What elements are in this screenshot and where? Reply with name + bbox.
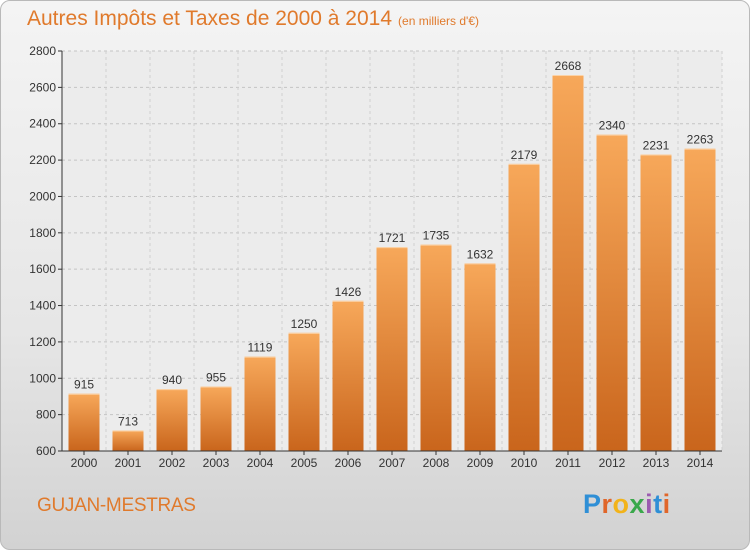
x-tick-label: 2010 <box>511 456 538 470</box>
chart-subtitle: (en milliers d'€) <box>398 14 480 28</box>
logo-letter: o <box>612 489 630 519</box>
x-tick-label: 2013 <box>643 456 670 470</box>
y-tick-label: 2000 <box>29 189 56 203</box>
bar <box>596 134 628 452</box>
x-tick-label: 2000 <box>71 456 98 470</box>
y-tick-label: 2800 <box>29 44 56 58</box>
data-label: 1632 <box>467 247 494 261</box>
x-tick-label: 2014 <box>687 456 714 470</box>
bar <box>640 154 672 452</box>
x-tick-label: 2012 <box>599 456 626 470</box>
chart-title: Autres Impôts et Taxes de 2000 à 2014 (en… <box>27 7 479 31</box>
data-label: 2340 <box>599 119 626 133</box>
data-label: 1426 <box>335 285 362 299</box>
bar <box>464 263 496 451</box>
data-label: 915 <box>74 378 94 392</box>
bar <box>244 356 276 451</box>
x-tick-label: 2004 <box>247 456 274 470</box>
y-tick-label: 1000 <box>29 371 56 385</box>
proxiti-logo[interactable]: Proxiti <box>583 489 671 520</box>
bar <box>376 247 408 451</box>
bar <box>288 332 320 451</box>
data-label: 2179 <box>511 148 538 162</box>
logo-letter: t <box>653 489 663 519</box>
data-label: 713 <box>118 414 138 428</box>
data-label: 2668 <box>555 59 582 73</box>
location-name: GUJAN-MESTRAS <box>37 495 196 516</box>
bar <box>200 386 232 451</box>
bars: 915 713 940 955 1119 1250 1426 1721 1735 1632 2179… <box>68 59 716 452</box>
bar <box>112 430 144 451</box>
bar <box>68 393 100 451</box>
y-tick-label: 1800 <box>29 226 56 240</box>
y-tick-label: 600 <box>36 444 56 458</box>
bar <box>684 148 716 452</box>
data-label: 1119 <box>248 341 273 355</box>
y-tick-label: 1200 <box>29 335 56 349</box>
x-tick-label: 2001 <box>115 456 142 470</box>
bar <box>508 163 540 451</box>
chart-title-text: Autres Impôts et Taxes de 2000 à 2014 <box>27 7 393 30</box>
bar <box>420 244 452 451</box>
x-tick-label: 2007 <box>379 456 406 470</box>
y-tick-label: 1400 <box>29 299 56 313</box>
x-tick-label: 2008 <box>423 456 450 470</box>
logo-letter: x <box>629 489 646 519</box>
x-tick-label: 2002 <box>159 456 186 470</box>
data-label: 955 <box>206 370 226 384</box>
x-tick-label: 2005 <box>291 456 318 470</box>
logo-letter: i <box>662 489 671 519</box>
bar <box>332 300 364 451</box>
axes: 600 800 1000 1200 1400 1600 1800 2000 2200 2400 26… <box>29 44 722 470</box>
bar <box>156 389 188 451</box>
y-tick-label: 800 <box>36 408 56 422</box>
data-label: 1735 <box>423 229 450 243</box>
x-tick-label: 2009 <box>467 456 494 470</box>
y-tick-label: 2600 <box>29 80 56 94</box>
data-label: 1250 <box>291 317 318 331</box>
x-tick-label: 2003 <box>203 456 230 470</box>
y-tick-label: 2200 <box>29 153 56 167</box>
logo-letter: r <box>601 489 613 519</box>
data-label: 940 <box>162 373 182 387</box>
bar <box>552 75 584 451</box>
logo-letter: i <box>645 489 654 519</box>
data-label: 2231 <box>643 138 670 152</box>
logo-letter: P <box>583 489 602 519</box>
x-tick-label: 2011 <box>555 456 581 470</box>
data-label: 1721 <box>379 231 406 245</box>
y-tick-label: 2400 <box>29 117 56 131</box>
y-tick-label: 1600 <box>29 262 56 276</box>
data-label: 2263 <box>687 133 714 147</box>
x-tick-label: 2006 <box>335 456 362 470</box>
